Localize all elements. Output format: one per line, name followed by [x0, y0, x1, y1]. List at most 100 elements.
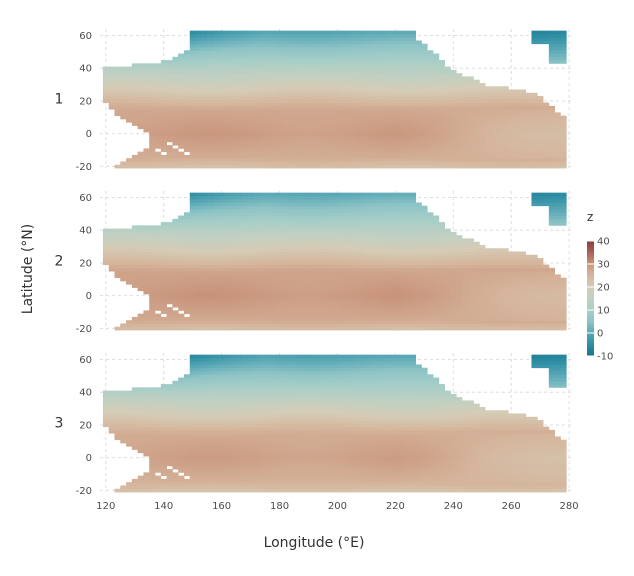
heatmap-cell — [183, 271, 191, 275]
heatmap-cell — [230, 323, 237, 328]
heatmap-cell — [288, 115, 295, 120]
heatmap-cell — [502, 326, 509, 331]
heatmap-cell — [247, 235, 254, 239]
heatmap-cell — [450, 122, 457, 126]
heatmap-cell — [548, 141, 556, 146]
heatmap-cell — [230, 82, 237, 87]
heatmap-cell — [265, 251, 272, 256]
heatmap-cell — [259, 128, 266, 133]
heatmap-cell — [195, 145, 202, 149]
heatmap-cell — [531, 115, 538, 120]
heatmap-cell — [386, 274, 393, 279]
heatmap-cell — [531, 294, 538, 298]
heatmap-cell — [143, 105, 150, 110]
heatmap-cell — [508, 112, 515, 117]
heatmap-cell — [525, 141, 532, 146]
heatmap-cell — [514, 258, 521, 262]
heatmap-cell — [340, 86, 347, 90]
heatmap-cell — [433, 151, 440, 156]
heatmap-cell — [195, 287, 202, 292]
heatmap-cell — [548, 109, 556, 113]
heatmap-cell — [201, 89, 208, 94]
heatmap-cell — [415, 251, 422, 256]
heatmap-cell — [427, 241, 434, 246]
heatmap-cell — [230, 118, 237, 123]
heatmap-cell — [375, 264, 382, 269]
heatmap-cell — [392, 254, 399, 259]
heatmap-cell — [328, 122, 335, 126]
heatmap-cell — [409, 73, 417, 77]
heatmap-cell — [166, 73, 173, 77]
heatmap-cell — [212, 297, 220, 301]
heatmap-cell — [444, 76, 451, 81]
heatmap-cell — [189, 241, 196, 246]
heatmap-cell — [409, 151, 417, 156]
heatmap-cell — [270, 316, 278, 321]
heatmap-cell — [259, 73, 266, 77]
heatmap-cell — [450, 297, 457, 301]
heatmap-cell — [201, 158, 208, 162]
heatmap-cell — [155, 258, 162, 262]
heatmap-cell — [201, 326, 208, 331]
heatmap-cell — [467, 161, 474, 166]
heatmap-cell — [427, 284, 434, 288]
heatmap-cell — [537, 303, 544, 308]
heatmap-cell — [479, 297, 486, 301]
heatmap-cell — [322, 280, 330, 285]
heatmap-cell — [172, 82, 179, 87]
heatmap-cell — [322, 37, 330, 41]
heatmap-cell — [189, 33, 196, 38]
heatmap-cell — [224, 56, 231, 61]
heatmap-cell — [496, 287, 503, 292]
heatmap-cell — [404, 145, 411, 149]
heatmap-cell — [224, 251, 231, 256]
heatmap-cell — [317, 125, 324, 130]
heatmap-cell — [276, 69, 283, 74]
heatmap-cell — [525, 297, 532, 301]
heatmap-cell — [421, 115, 428, 120]
heatmap-cell — [166, 274, 173, 279]
heatmap-cell — [514, 320, 521, 324]
heatmap-cell — [433, 277, 440, 282]
heatmap-cell — [415, 63, 422, 68]
heatmap-cell — [490, 323, 498, 328]
heatmap-cell — [409, 326, 417, 331]
heatmap-cell — [404, 86, 411, 90]
heatmap-cell — [172, 258, 179, 262]
heatmap-cell — [450, 326, 457, 331]
heatmap-cell — [398, 316, 405, 321]
heatmap-cell — [334, 43, 341, 48]
heatmap-cell — [438, 138, 445, 143]
heatmap-cell — [537, 290, 544, 295]
heatmap-cell — [201, 141, 208, 146]
heatmap-cell — [380, 37, 388, 41]
heatmap-cell — [236, 244, 243, 249]
heatmap-cell — [346, 241, 353, 246]
heatmap-cell — [346, 316, 353, 321]
heatmap-cell — [450, 238, 457, 243]
heatmap-cell — [519, 105, 527, 110]
heatmap-cell — [421, 326, 428, 331]
heatmap-cell — [224, 274, 231, 279]
heatmap-cell — [357, 248, 364, 252]
heatmap-cell — [288, 323, 295, 328]
heatmap-cell — [369, 109, 376, 113]
heatmap-cell — [178, 135, 185, 139]
heatmap-cell — [294, 79, 301, 84]
heatmap-cell — [120, 244, 127, 249]
heatmap-cell — [259, 271, 266, 275]
heatmap-cell — [294, 66, 301, 71]
heatmap-cell — [543, 112, 550, 117]
heatmap-cell — [334, 316, 341, 321]
heatmap-cell — [207, 53, 214, 58]
heatmap-cell — [421, 320, 428, 324]
heatmap-cell — [456, 161, 463, 166]
heatmap-cell — [270, 109, 278, 113]
heatmap-cell — [386, 92, 393, 97]
heatmap-cell — [247, 310, 254, 315]
heatmap-cell — [265, 63, 272, 68]
heatmap-cell — [305, 297, 312, 301]
heatmap-cell — [548, 280, 556, 285]
heatmap-cell — [207, 267, 214, 272]
heatmap-cell — [502, 128, 509, 133]
